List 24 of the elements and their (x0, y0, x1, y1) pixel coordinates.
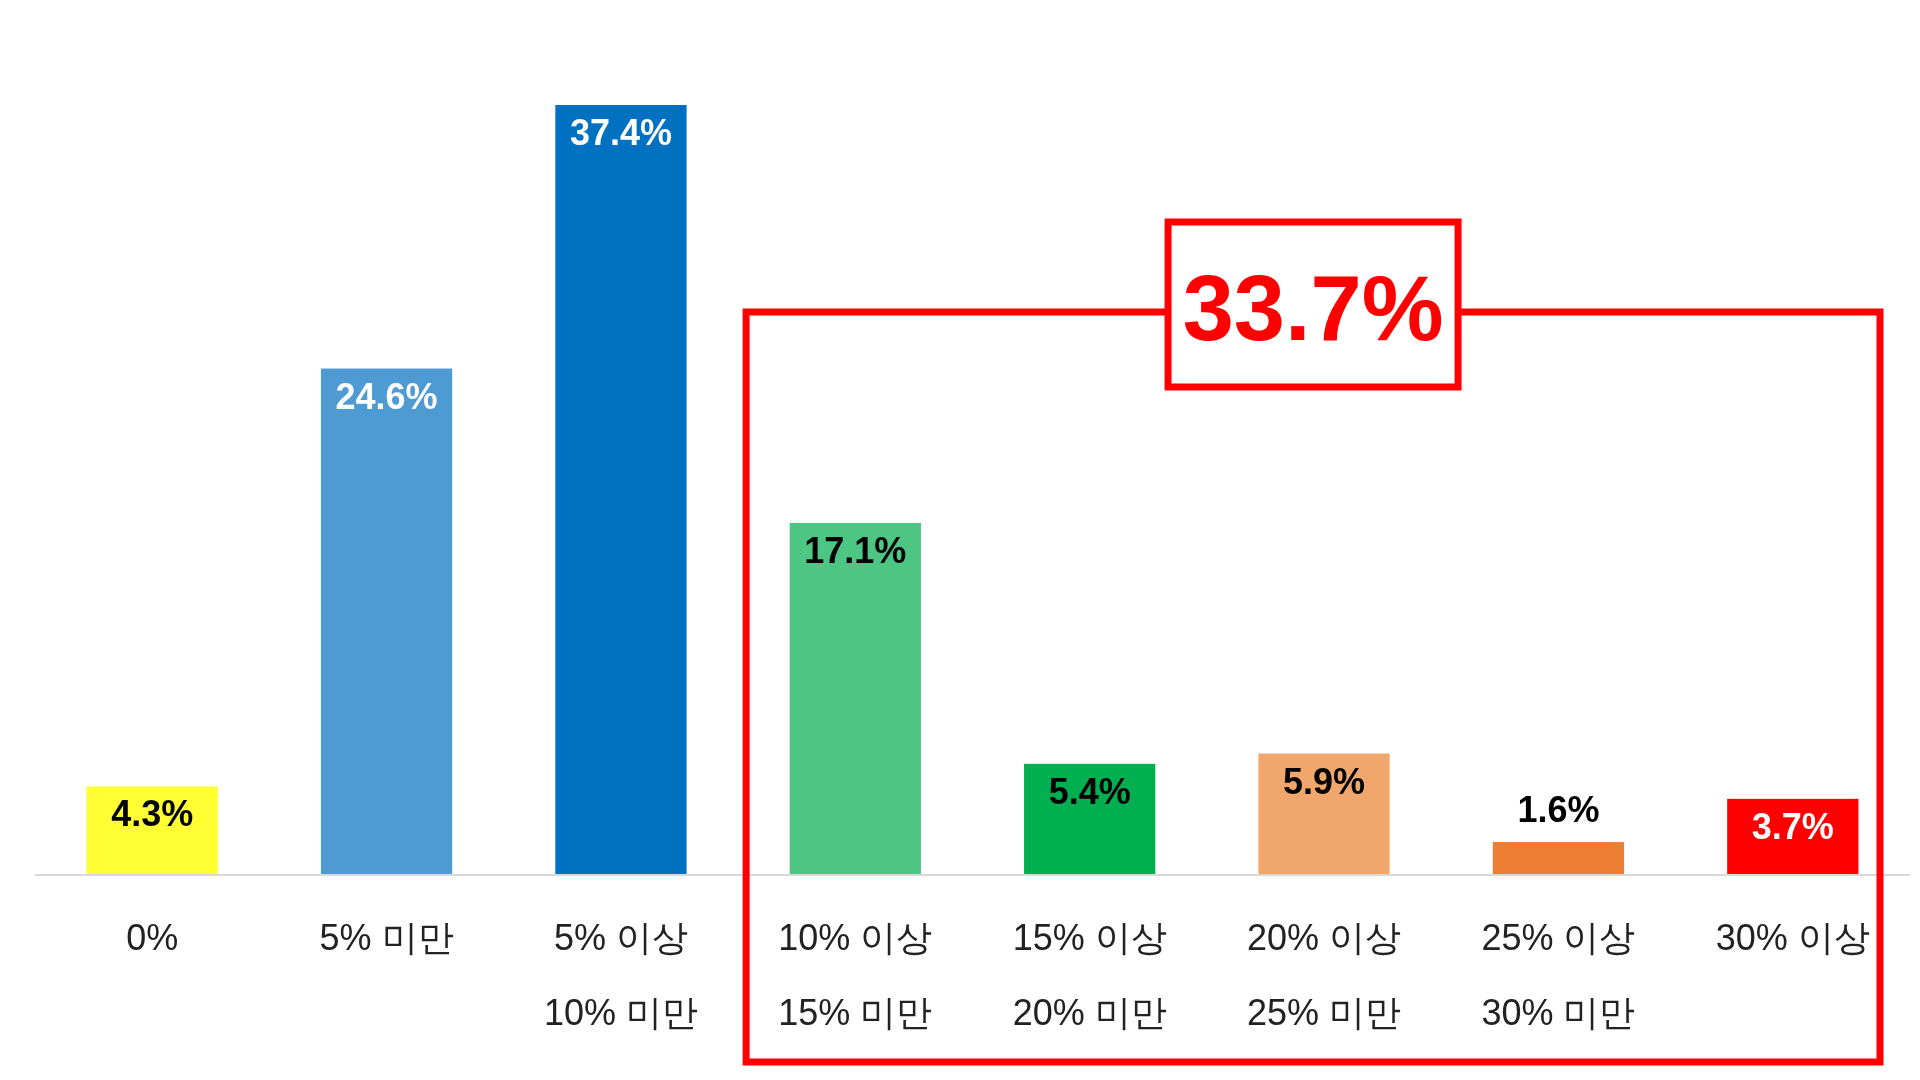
data-label: 37.4% (569, 112, 672, 153)
x-tick-label: 20% 이상 25% 미만 (1247, 917, 1402, 1033)
x-tick-label: 15% 이상 20% 미만 (1012, 917, 1167, 1033)
bar (789, 522, 921, 875)
data-label: 3.7% (1751, 805, 1834, 847)
annotation: 33.7% (1182, 257, 1444, 359)
x-tick-label: 5% 이상 10% 미만 (543, 917, 698, 1033)
x-tick-label: 25% 이상 30% 미만 (1481, 917, 1636, 1033)
data-label: 5.4% (1048, 770, 1131, 812)
bar (1258, 753, 1390, 875)
data-label: 5.9% (1283, 760, 1366, 802)
data-label: 17.1% (804, 529, 907, 571)
bar (1492, 842, 1625, 875)
bar (86, 786, 218, 875)
bar (1024, 763, 1156, 875)
x-tick-label: 30% 이상 (1715, 917, 1870, 958)
bar (555, 105, 687, 875)
data-label: 4.3% (111, 793, 194, 835)
x-tick-label: 10% 이상 15% 미만 (778, 917, 933, 1033)
bar (320, 368, 453, 875)
x-tick-label: 0% (126, 917, 179, 958)
data-label: 1.6% (1517, 789, 1600, 831)
x-tick-label: 5% 미만 (319, 917, 454, 958)
data-label: 24.6% (335, 375, 438, 417)
